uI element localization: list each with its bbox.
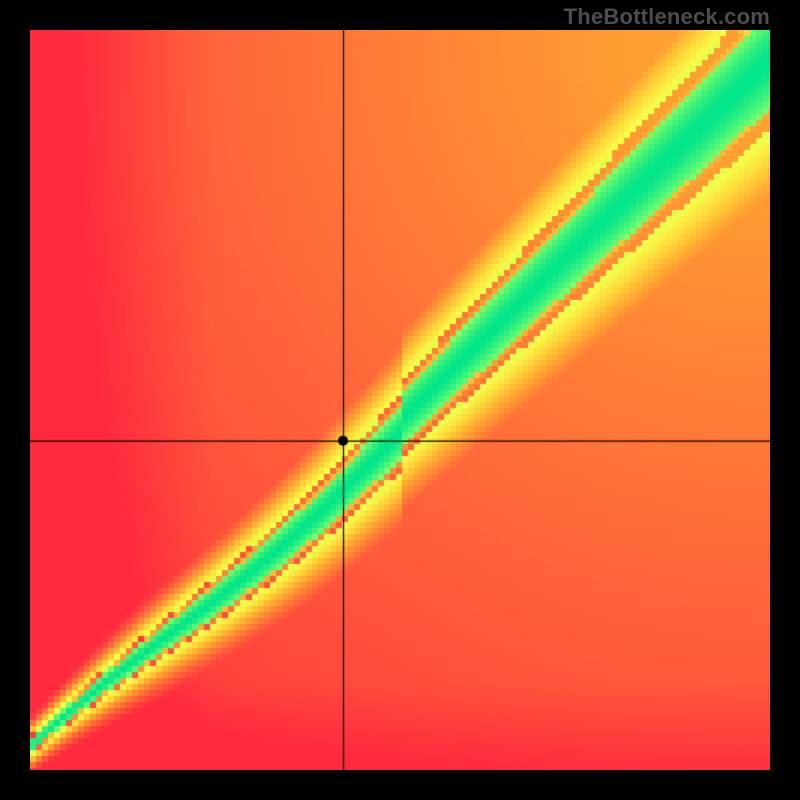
chart-container: TheBottleneck.com xyxy=(0,0,800,800)
watermark-text: TheBottleneck.com xyxy=(564,4,770,30)
heatmap-canvas xyxy=(30,30,770,770)
